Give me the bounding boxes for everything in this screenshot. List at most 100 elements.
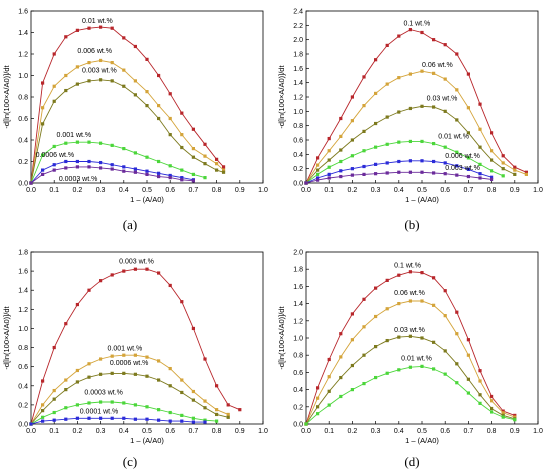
data-point bbox=[316, 178, 320, 182]
y-tick-label: 0.0 bbox=[18, 422, 28, 429]
y-tick-label: 1.6 bbox=[293, 66, 303, 73]
data-point bbox=[455, 381, 459, 385]
x-tick-label: 0.6 bbox=[440, 187, 450, 194]
y-tick-label: 1.4 bbox=[293, 301, 303, 308]
data-point bbox=[133, 372, 137, 376]
data-point bbox=[157, 359, 161, 363]
data-point bbox=[350, 154, 354, 158]
x-tick-label: 0.5 bbox=[417, 187, 427, 194]
data-point bbox=[168, 164, 172, 168]
data-point bbox=[455, 118, 459, 122]
data-point bbox=[168, 92, 172, 96]
data-point bbox=[52, 345, 56, 350]
x-tick-label: 0.8 bbox=[212, 187, 222, 194]
y-tick-label: 1.0 bbox=[293, 336, 303, 343]
data-point bbox=[87, 79, 91, 83]
data-point bbox=[99, 141, 103, 145]
data-point bbox=[466, 353, 470, 357]
data-point bbox=[350, 95, 354, 99]
data-point bbox=[327, 136, 331, 141]
data-point bbox=[408, 72, 412, 76]
data-point bbox=[374, 172, 378, 176]
y-tick-label: 1.4 bbox=[18, 30, 28, 37]
data-point bbox=[397, 302, 401, 306]
data-point bbox=[432, 171, 436, 175]
y-tick-label: 1.2 bbox=[293, 95, 303, 102]
panel-label: (b) bbox=[404, 217, 419, 232]
series-6: 0.0003 wt.% bbox=[29, 165, 195, 185]
data-point bbox=[221, 168, 226, 172]
series-line bbox=[305, 365, 515, 425]
data-point bbox=[180, 176, 184, 180]
data-point bbox=[397, 110, 401, 114]
series-label: 0.0003 wt.% bbox=[59, 176, 98, 183]
data-point bbox=[432, 159, 436, 164]
data-point bbox=[478, 393, 482, 397]
data-point bbox=[339, 116, 343, 121]
data-point bbox=[466, 106, 470, 110]
y-tick-label: 0.4 bbox=[18, 383, 28, 390]
x-tick-label: 0.3 bbox=[371, 187, 381, 194]
data-point bbox=[408, 365, 412, 369]
data-point bbox=[75, 140, 79, 144]
data-point bbox=[385, 307, 389, 311]
data-point bbox=[362, 104, 366, 108]
data-point bbox=[490, 399, 494, 403]
series-label: 0.0001 wt.% bbox=[80, 408, 119, 415]
series-line bbox=[30, 79, 224, 184]
data-point bbox=[420, 271, 424, 275]
x-axis-label: 1 – (A/A0) bbox=[130, 195, 164, 204]
data-point bbox=[490, 410, 494, 414]
data-point bbox=[455, 332, 459, 336]
series-label: 0.001 wt.% bbox=[57, 132, 92, 139]
data-point bbox=[432, 367, 436, 371]
x-tick-label: 0.5 bbox=[417, 428, 427, 435]
data-point bbox=[362, 129, 366, 133]
data-point bbox=[133, 417, 137, 421]
data-point bbox=[64, 88, 68, 93]
data-point bbox=[122, 84, 126, 88]
data-point bbox=[455, 150, 459, 154]
data-point bbox=[191, 398, 195, 402]
data-point bbox=[385, 43, 389, 47]
data-point bbox=[432, 105, 436, 109]
data-point bbox=[316, 168, 320, 172]
data-point bbox=[443, 109, 447, 113]
data-point bbox=[180, 413, 184, 417]
data-point bbox=[385, 338, 389, 343]
data-point bbox=[397, 335, 401, 339]
data-point bbox=[478, 172, 482, 176]
data-point bbox=[203, 154, 207, 158]
data-point bbox=[420, 159, 424, 163]
data-point bbox=[408, 334, 412, 338]
data-point bbox=[362, 297, 366, 301]
data-point bbox=[374, 345, 378, 349]
series-label: 0.0006 wt.% bbox=[110, 360, 149, 367]
data-point bbox=[397, 368, 401, 372]
data-point bbox=[110, 167, 114, 171]
data-point bbox=[133, 353, 137, 357]
data-point bbox=[490, 175, 494, 179]
data-point bbox=[133, 167, 137, 171]
series-label: 0.0003 wt.% bbox=[84, 389, 123, 396]
data-point bbox=[52, 410, 56, 415]
series-2: 0.001 wt.% bbox=[29, 345, 230, 426]
y-tick-label: 1.8 bbox=[293, 52, 303, 59]
y-tick-label: 1.0 bbox=[293, 109, 303, 116]
data-point bbox=[64, 406, 68, 410]
data-point bbox=[145, 374, 149, 378]
data-point bbox=[157, 408, 161, 412]
x-tick-label: 0.6 bbox=[440, 428, 450, 435]
data-point bbox=[327, 158, 331, 162]
data-point bbox=[145, 355, 149, 359]
series-line bbox=[30, 372, 229, 425]
data-point bbox=[478, 369, 482, 373]
series-label: 0.01 wt.% bbox=[82, 18, 113, 25]
data-point bbox=[226, 415, 230, 419]
data-point bbox=[513, 418, 517, 422]
data-point bbox=[501, 154, 505, 158]
data-point bbox=[52, 52, 56, 56]
data-point bbox=[64, 159, 68, 164]
data-point bbox=[327, 176, 331, 180]
